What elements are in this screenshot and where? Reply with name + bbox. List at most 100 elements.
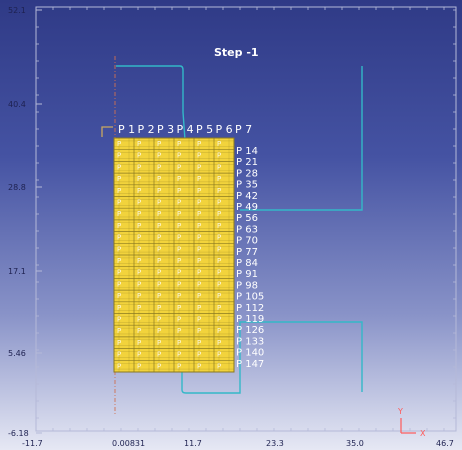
mesh-node-label: P	[177, 140, 181, 148]
mesh-node-label: P	[117, 163, 121, 171]
mesh-node-label: P	[197, 327, 201, 335]
mesh-node-label: P	[217, 175, 221, 183]
row-label: P 147	[236, 359, 264, 370]
mesh-node-label: P	[177, 351, 181, 359]
mesh-node-label: P	[137, 362, 141, 370]
column-label: P 4	[177, 123, 194, 136]
y-tick-label: 5.46	[8, 349, 26, 358]
mesh-node-label: P	[137, 163, 141, 171]
mesh-node-label: P	[217, 304, 221, 312]
mesh-node-label: P	[177, 304, 181, 312]
mesh-node-label: P	[177, 292, 181, 300]
mesh-node-label: P	[137, 210, 141, 218]
x-tick-label: 11.7	[184, 439, 202, 448]
mesh-node-label: P	[217, 187, 221, 195]
mesh-node-label: P	[137, 257, 141, 265]
mesh-node-label: P	[217, 339, 221, 347]
mesh-node-label: P	[177, 269, 181, 277]
mesh-node-label: P	[217, 327, 221, 335]
lower-die-profile	[181, 321, 363, 394]
row-label: P 84	[236, 258, 258, 269]
mesh-node-label: P	[177, 245, 181, 253]
mesh-node-label: P	[137, 351, 141, 359]
mesh-node-label: P	[137, 316, 141, 324]
mesh-node-label: P	[177, 163, 181, 171]
mesh-node-label: P	[157, 187, 161, 195]
mesh-node-label: P	[217, 234, 221, 242]
mesh-node-label: P	[157, 234, 161, 242]
mesh-node-label: P	[157, 316, 161, 324]
mesh-node-label: P	[177, 257, 181, 265]
column-label: P 2	[138, 123, 155, 136]
x-tick-label: 0.00831	[112, 439, 145, 448]
mesh-node-label: P	[157, 163, 161, 171]
mesh-node-label: P	[137, 292, 141, 300]
mesh-node-label: P	[197, 280, 201, 288]
mesh-node-label: P	[177, 280, 181, 288]
mesh-node-label: P	[197, 187, 201, 195]
mesh-node-label: P	[177, 316, 181, 324]
row-label: P 91	[236, 269, 258, 280]
x-tick-label: 46.7	[436, 439, 454, 448]
mesh-node-label: P	[117, 316, 121, 324]
mesh-node-label: P	[117, 234, 121, 242]
column-label: P 5	[196, 123, 213, 136]
x-tick-label: -11.7	[22, 439, 43, 448]
mesh-node-label: P	[117, 199, 121, 207]
row-label: P 112	[236, 303, 264, 314]
mesh-node-label: P	[157, 140, 161, 148]
mesh-node-label: P	[197, 339, 201, 347]
mesh-node-label: P	[117, 269, 121, 277]
column-label: P 7	[235, 123, 252, 136]
mesh-node-label: P	[137, 175, 141, 183]
mesh-node-label: P	[177, 152, 181, 160]
mesh-node-label: P	[157, 280, 161, 288]
right-die-profile	[240, 66, 363, 211]
mesh-node-label: P	[157, 199, 161, 207]
upper-die-profile	[116, 65, 186, 141]
mesh-node-label: P	[117, 175, 121, 183]
mesh-node-label: P	[117, 351, 121, 359]
mesh-node-label: P	[177, 222, 181, 230]
mesh-node-label: P	[157, 222, 161, 230]
mesh-node-label: P	[177, 210, 181, 218]
y-tick-label: 28.8	[8, 183, 26, 192]
row-label: P 105	[236, 292, 264, 303]
mesh-node-label: P	[197, 304, 201, 312]
mesh-node-label: P	[197, 175, 201, 183]
mesh-node-label: P	[157, 152, 161, 160]
mesh-node-label: P	[157, 362, 161, 370]
mesh-node-label: P	[117, 327, 121, 335]
mesh-node-label: P	[177, 187, 181, 195]
mesh-node-label: P	[217, 257, 221, 265]
triad-y-label: Y	[397, 407, 403, 416]
mesh-node-label: P	[197, 234, 201, 242]
mesh-node-label: P	[117, 292, 121, 300]
mesh-node-label: P	[197, 152, 201, 160]
step-label: Step -1	[214, 46, 259, 59]
mesh-node-label: P	[197, 163, 201, 171]
mesh-node-label: P	[197, 316, 201, 324]
mesh-node-label: P	[217, 351, 221, 359]
mesh-node-label: P	[197, 269, 201, 277]
mesh-node-label: P	[217, 362, 221, 370]
mesh-node-label: P	[177, 339, 181, 347]
row-label: P 140	[236, 348, 264, 359]
row-label: P 63	[236, 224, 258, 235]
column-label: P 1	[118, 123, 135, 136]
mesh-node-label: P	[157, 327, 161, 335]
mesh-node-label: P	[217, 292, 221, 300]
mesh-node-label: P	[197, 257, 201, 265]
row-label: P 42	[236, 191, 258, 202]
axis-triad: Y X	[397, 407, 426, 438]
y-tick-label: 52.1	[8, 6, 26, 15]
plot-frame	[35, 6, 457, 432]
mesh-node-label: P	[157, 339, 161, 347]
mesh-node-label: P	[137, 304, 141, 312]
mesh-node-label: P	[177, 234, 181, 242]
row-label: P 56	[236, 213, 258, 224]
column-label: P 6	[216, 123, 233, 136]
